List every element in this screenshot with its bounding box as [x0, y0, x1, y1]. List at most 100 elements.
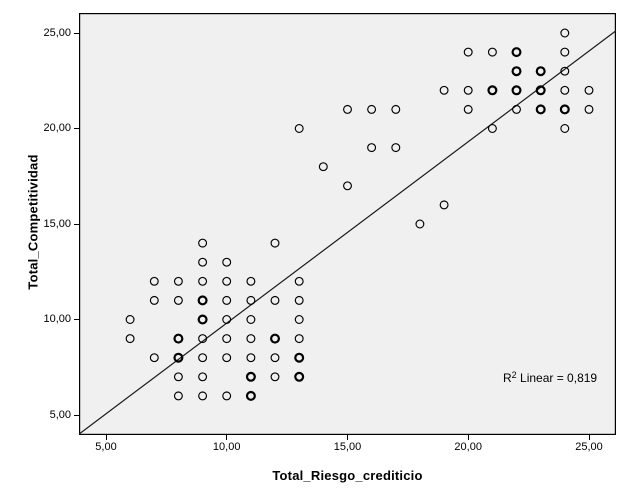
plot-frame — [79, 13, 616, 435]
data-point — [246, 295, 256, 305]
data-point — [439, 200, 449, 210]
data-point — [560, 124, 570, 133]
data-point — [294, 315, 304, 324]
data-point — [222, 391, 232, 401]
x-tick-mark — [588, 435, 590, 440]
data-point — [487, 124, 497, 133]
x-tick-mark — [226, 435, 228, 440]
x-tick-label: 25,00 — [575, 441, 603, 453]
data-point — [222, 334, 232, 344]
data-point — [294, 352, 305, 363]
data-point — [535, 85, 546, 96]
data-point — [149, 276, 159, 286]
data-point — [511, 85, 522, 96]
data-point — [222, 276, 232, 286]
data-point — [270, 353, 280, 363]
data-point — [246, 276, 256, 286]
data-point — [560, 66, 570, 76]
y-tick-mark — [74, 414, 79, 416]
data-point — [245, 390, 256, 401]
data-point — [294, 371, 305, 382]
data-point — [125, 334, 135, 344]
data-point — [584, 104, 594, 114]
data-point — [173, 333, 184, 344]
data-point — [294, 276, 304, 286]
data-point — [391, 104, 401, 114]
y-tick-mark — [74, 223, 79, 225]
data-point — [294, 295, 304, 305]
data-point — [125, 315, 135, 324]
data-point — [222, 257, 232, 267]
data-point — [270, 372, 280, 382]
data-point — [198, 372, 208, 382]
r2-sup: 2 — [511, 370, 517, 380]
data-point — [198, 257, 208, 267]
data-point — [173, 372, 183, 382]
data-point — [222, 295, 232, 305]
data-point — [197, 314, 208, 325]
data-point — [463, 85, 473, 95]
r2-annotation: R2 Linear = 0,819 — [503, 370, 597, 385]
data-point — [270, 333, 281, 344]
data-point — [535, 104, 546, 115]
data-point — [487, 47, 497, 57]
y-tick-label: 10,00 — [43, 313, 71, 325]
y-tick-label: 20,00 — [43, 122, 71, 134]
y-tick-mark — [74, 319, 79, 320]
regression-line — [79, 30, 616, 435]
y-tick-label: 15,00 — [43, 217, 71, 230]
data-point — [222, 315, 232, 324]
x-tick-mark — [467, 435, 469, 440]
data-point — [270, 295, 280, 305]
data-point — [246, 353, 256, 363]
data-point — [487, 85, 498, 96]
data-point — [439, 85, 449, 95]
data-point — [560, 28, 570, 38]
y-tick-label: 5,00 — [49, 408, 71, 421]
data-point — [245, 371, 256, 382]
plot-area: R2 Linear = 0,819 — [79, 13, 616, 435]
data-point — [367, 104, 377, 114]
data-point — [173, 352, 184, 363]
y-tick-mark — [74, 128, 79, 129]
data-point — [173, 276, 183, 286]
data-point — [294, 124, 304, 133]
data-point — [584, 85, 594, 95]
r2-rest: Linear = 0,819 — [516, 371, 598, 385]
data-point — [391, 143, 401, 153]
data-point — [149, 295, 159, 305]
data-point — [560, 85, 570, 95]
x-tick-label: 20,00 — [454, 441, 482, 453]
data-point — [343, 104, 352, 114]
data-point — [198, 238, 208, 248]
data-point — [198, 353, 208, 363]
data-point — [173, 295, 183, 305]
data-point — [560, 47, 570, 57]
y-tick-mark — [74, 32, 79, 34]
data-point — [511, 66, 522, 77]
data-point — [270, 238, 280, 248]
data-point — [149, 353, 159, 363]
r2-base: R — [503, 371, 512, 385]
x-tick-mark — [347, 435, 348, 440]
data-point — [415, 219, 425, 229]
data-point — [367, 143, 377, 153]
x-tick-label: 5,00 — [95, 441, 117, 453]
data-point — [511, 47, 522, 58]
data-point — [294, 334, 304, 344]
data-point — [559, 104, 570, 115]
data-point — [535, 66, 546, 77]
y-tick-label: 25,00 — [43, 26, 71, 39]
x-tick-mark — [105, 435, 107, 440]
data-point — [463, 47, 473, 57]
plot-canvas — [79, 13, 616, 435]
x-tick-label: 15,00 — [333, 441, 362, 453]
x-tick-label: 10,00 — [212, 441, 241, 453]
data-point — [318, 162, 328, 172]
data-point — [222, 353, 232, 363]
data-point — [246, 315, 256, 324]
data-point — [343, 181, 352, 191]
data-point — [512, 104, 521, 114]
data-point — [173, 391, 183, 401]
